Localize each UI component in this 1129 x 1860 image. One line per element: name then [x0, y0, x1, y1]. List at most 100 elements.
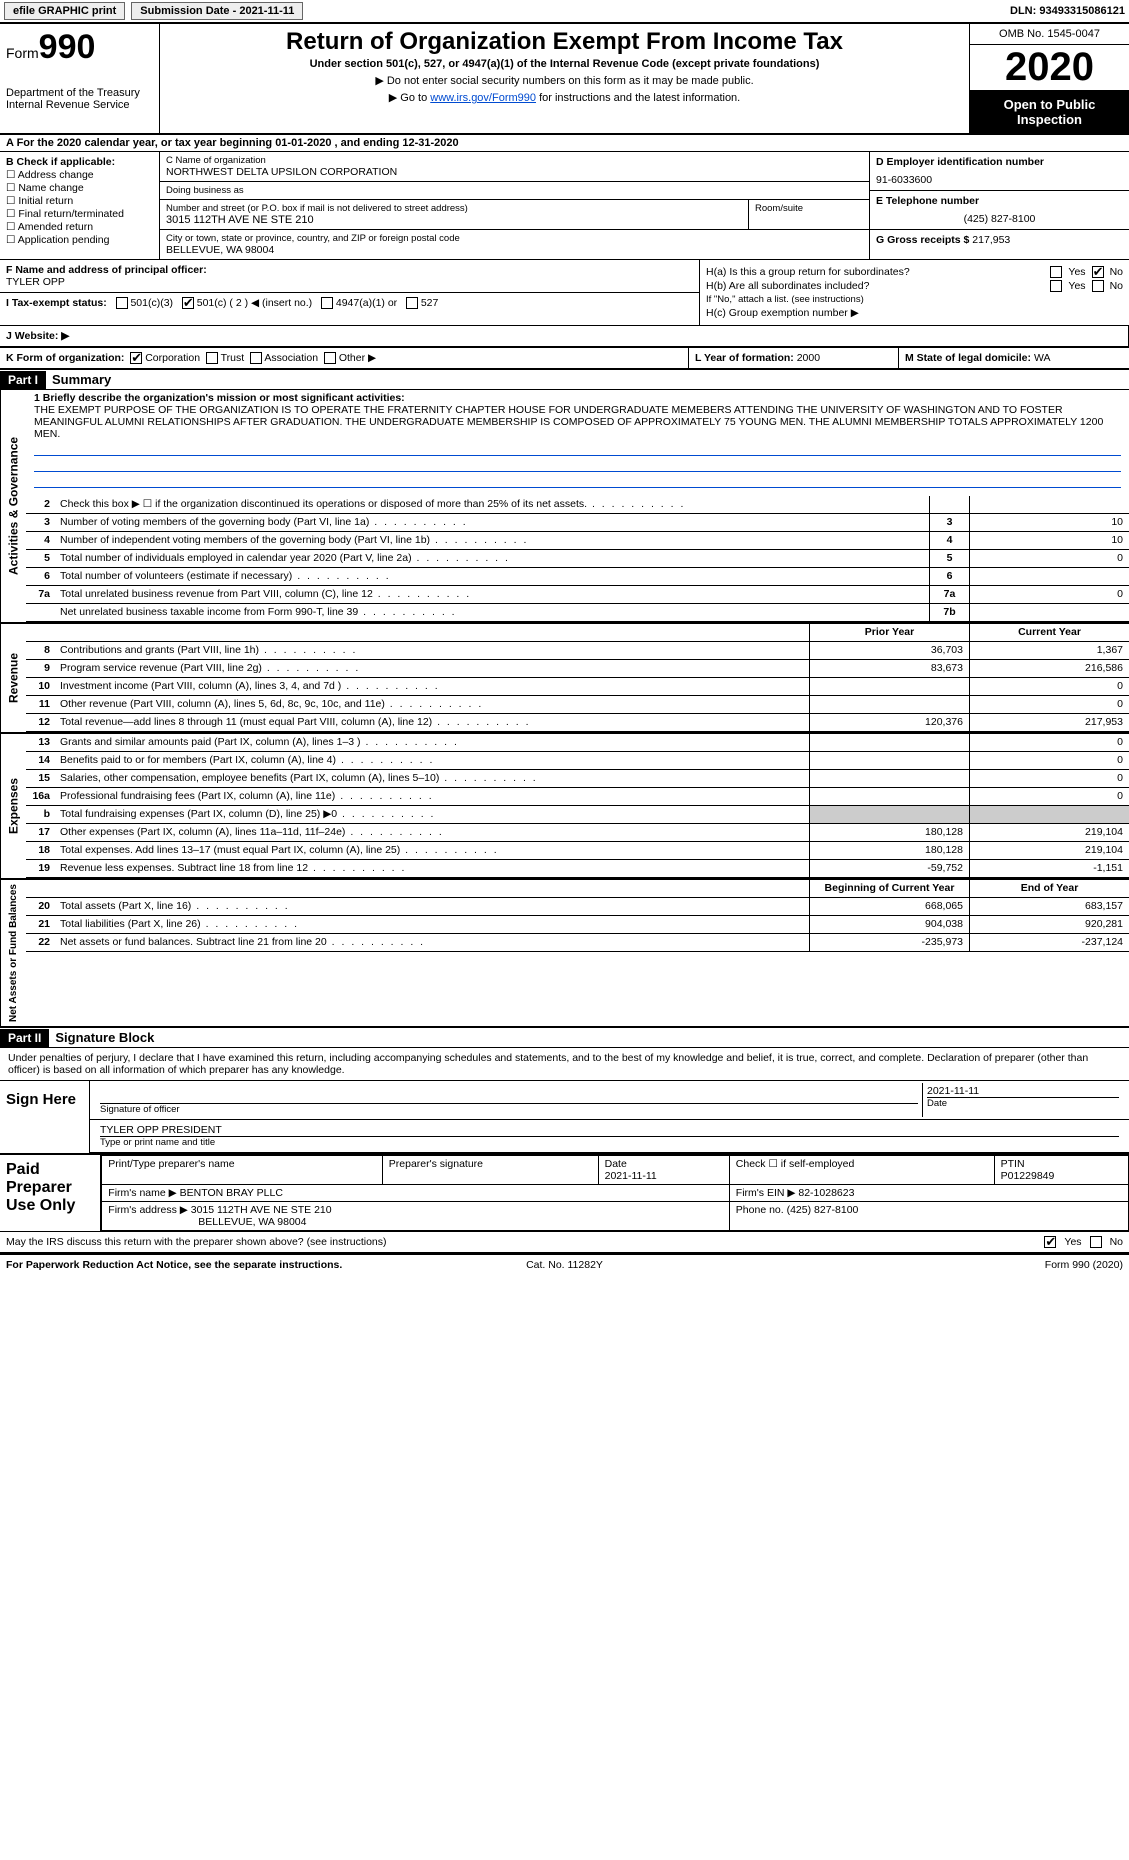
line-prior: 904,038	[809, 916, 969, 933]
na-body: Beginning of Current Year End of Year 20…	[26, 880, 1129, 1026]
part2-header-row: Part II Signature Block	[0, 1028, 1129, 1048]
prep-selfemp-cell[interactable]: Check ☐ if self-employed	[729, 1156, 994, 1185]
chk-527[interactable]	[406, 297, 418, 309]
irs-link[interactable]: www.irs.gov/Form990	[430, 92, 536, 104]
line-desc: Grants and similar amounts paid (Part IX…	[56, 734, 809, 751]
chk-application-pending[interactable]: ☐ Application pending	[6, 234, 153, 246]
line-box: 5	[929, 550, 969, 567]
chk-corp[interactable]	[130, 352, 142, 364]
blank	[26, 880, 56, 897]
col-b-checkboxes: B Check if applicable: ☐ Address change …	[0, 152, 160, 259]
exp-body: 13 Grants and similar amounts paid (Part…	[26, 734, 1129, 878]
line-num: 18	[26, 842, 56, 859]
line-box: 3	[929, 514, 969, 531]
line-current: 219,104	[969, 842, 1129, 859]
chk-name-change[interactable]: ☐ Name change	[6, 182, 153, 194]
tel-value: (425) 827-8100	[876, 213, 1123, 225]
gross-cell: G Gross receipts $ 217,953	[870, 230, 1129, 250]
firm-ein-label: Firm's EIN ▶	[736, 1187, 799, 1199]
ha-yes[interactable]	[1050, 266, 1062, 278]
tab-revenue: Revenue	[0, 624, 26, 732]
hb-note: If "No," attach a list. (see instruction…	[706, 294, 1123, 305]
chk-501c[interactable]	[182, 297, 194, 309]
yes-label: Yes	[1064, 1236, 1081, 1248]
revenue-group: Revenue Prior Year Current Year 8 Contri…	[0, 624, 1129, 734]
hb-yes[interactable]	[1050, 280, 1062, 292]
rev-lines: 8 Contributions and grants (Part VIII, l…	[26, 642, 1129, 732]
table-row: Firm's name ▶ BENTON BRAY PLLC Firm's EI…	[102, 1185, 1129, 1202]
summary-line: 17 Other expenses (Part IX, column (A), …	[26, 824, 1129, 842]
line-desc: Other revenue (Part VIII, column (A), li…	[56, 696, 809, 713]
line-desc: Investment income (Part VIII, column (A)…	[56, 678, 809, 695]
sign-here-label: Sign Here	[0, 1081, 90, 1153]
summary-line: 20 Total assets (Part X, line 16) 668,06…	[26, 898, 1129, 916]
l-value: 2000	[797, 352, 820, 364]
tax-year: 2020	[970, 45, 1129, 91]
line-num: 14	[26, 752, 56, 769]
section-fghi: F Name and address of principal officer:…	[0, 260, 1129, 326]
note2-post: for instructions and the latest informat…	[536, 92, 740, 104]
col-b-title: B Check if applicable:	[6, 156, 153, 168]
summary-line: 22 Net assets or fund balances. Subtract…	[26, 934, 1129, 952]
blank	[26, 624, 56, 641]
line-box: 7b	[929, 604, 969, 621]
rev-head: Prior Year Current Year	[26, 624, 1129, 642]
line-prior	[809, 678, 969, 695]
line-prior	[809, 752, 969, 769]
prep-date-cell: Date2021-11-11	[598, 1156, 729, 1185]
summary-line: 16a Professional fundraising fees (Part …	[26, 788, 1129, 806]
line-current: -1,151	[969, 860, 1129, 877]
submission-date: 2021-11-11	[239, 5, 294, 17]
chk-label: Application pending	[18, 234, 110, 246]
chk-trust[interactable]	[206, 352, 218, 364]
officer-cell: F Name and address of principal officer:…	[0, 260, 699, 293]
summary-line: 3 Number of voting members of the govern…	[26, 514, 1129, 532]
tab-governance: Activities & Governance	[0, 390, 26, 622]
chk-4947[interactable]	[321, 297, 333, 309]
na-head: Beginning of Current Year End of Year	[26, 880, 1129, 898]
sig-name-row: TYLER OPP PRESIDENT Type or print name a…	[90, 1120, 1129, 1153]
line-prior: 83,673	[809, 660, 969, 677]
chk-initial-return[interactable]: ☐ Initial return	[6, 195, 153, 207]
line-num: 15	[26, 770, 56, 787]
line-desc: Revenue less expenses. Subtract line 18 …	[56, 860, 809, 877]
chk-final-return[interactable]: ☐ Final return/terminated	[6, 208, 153, 220]
line-desc: Total fundraising expenses (Part IX, col…	[56, 806, 809, 823]
exp-lines: 13 Grants and similar amounts paid (Part…	[26, 734, 1129, 878]
line-num: 12	[26, 714, 56, 731]
blank	[56, 880, 809, 897]
efile-print-button[interactable]: efile GRAPHIC print	[4, 2, 125, 20]
ein-cell: D Employer identification number 91-6033…	[870, 152, 1129, 191]
ha-label: H(a) Is this a group return for subordin…	[706, 266, 1044, 278]
line-box: 4	[929, 532, 969, 549]
line-num: 20	[26, 898, 56, 915]
city-cell: City or town, state or province, country…	[160, 230, 869, 259]
line-desc: Net unrelated business taxable income fr…	[56, 604, 929, 621]
chk-address-change[interactable]: ☐ Address change	[6, 169, 153, 181]
org-name-cell: C Name of organization NORTHWEST DELTA U…	[160, 152, 869, 182]
line-current	[969, 806, 1129, 823]
line-current: 920,281	[969, 916, 1129, 933]
line-num: 2	[26, 496, 56, 513]
sig-name-label: Type or print name and title	[100, 1136, 1119, 1148]
chk-assoc[interactable]	[250, 352, 262, 364]
discuss-yes[interactable]	[1044, 1236, 1056, 1248]
table-row: Print/Type preparer's name Preparer's si…	[102, 1156, 1129, 1185]
sig-officer-field[interactable]: Signature of officer	[96, 1083, 923, 1117]
ha-no[interactable]	[1092, 266, 1104, 278]
row-j: J Website: ▶	[0, 326, 1129, 348]
prep-date-val: 2021-11-11	[605, 1170, 657, 1182]
chk-501c3[interactable]	[116, 297, 128, 309]
firm-addr-label: Firm's address ▶	[108, 1204, 190, 1216]
expenses-group: Expenses 13 Grants and similar amounts p…	[0, 734, 1129, 880]
summary-line: 7a Total unrelated business revenue from…	[26, 586, 1129, 604]
chk-amended-return[interactable]: ☐ Amended return	[6, 221, 153, 233]
chk-other[interactable]	[324, 352, 336, 364]
sig-date: 2021-11-11	[927, 1085, 1119, 1097]
m-label: M State of legal domicile:	[905, 352, 1034, 364]
discuss-no[interactable]	[1090, 1236, 1102, 1248]
signature-block: Under penalties of perjury, I declare th…	[0, 1048, 1129, 1153]
line-box: 6	[929, 568, 969, 585]
opt-other: Other ▶	[339, 352, 376, 364]
hb-no[interactable]	[1092, 280, 1104, 292]
